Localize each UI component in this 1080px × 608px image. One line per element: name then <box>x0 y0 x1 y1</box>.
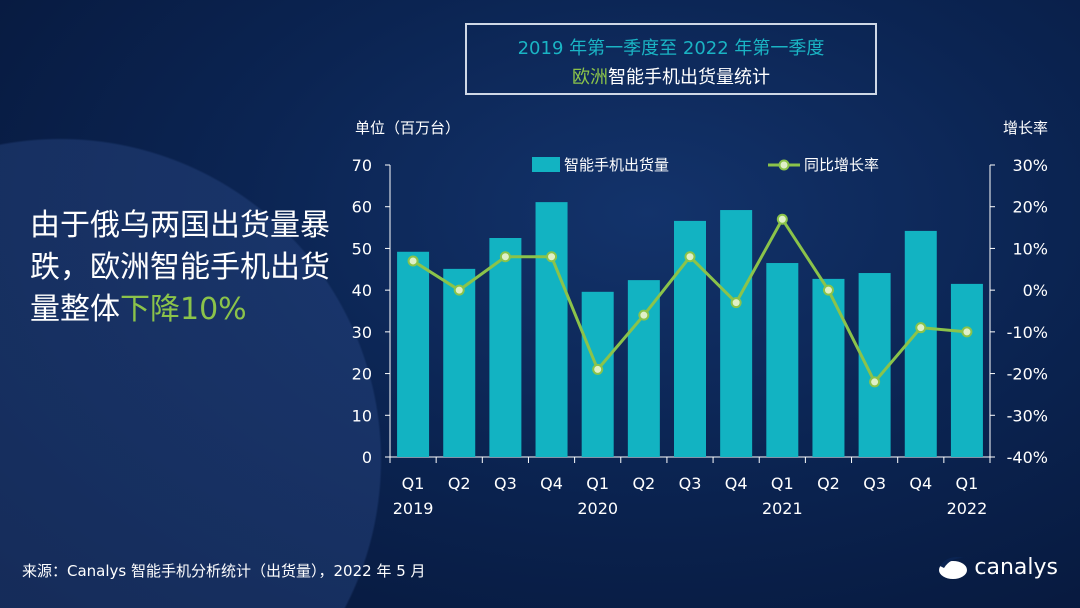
title-line2: 欧洲智能手机出货量统计 <box>467 63 875 89</box>
y2-axis-label: 增长率 <box>1003 119 1048 137</box>
x-tick-label: Q2 <box>817 474 840 493</box>
y-tick-label: 60 <box>352 198 372 217</box>
bar <box>904 230 937 457</box>
x-year-label: 2020 <box>577 499 618 518</box>
bar <box>858 273 891 457</box>
bar <box>812 278 845 457</box>
growth-point <box>776 213 788 225</box>
growth-point <box>592 363 604 375</box>
bar <box>397 251 430 457</box>
x-tick-label: Q4 <box>725 474 748 493</box>
legend-line-marker <box>778 159 790 171</box>
title-rest: 智能手机出货量统计 <box>608 67 770 88</box>
source-note: 来源：Canalys 智能手机分析统计（出货量），2022 年 5 月 <box>22 562 426 580</box>
growth-point <box>730 297 742 309</box>
y-tick-label: 50 <box>352 239 372 258</box>
y2-tick-label: 10% <box>1012 239 1048 258</box>
growth-point <box>869 376 881 388</box>
bar <box>443 268 476 457</box>
growth-point <box>407 255 419 267</box>
y-tick-label: 10 <box>352 406 372 425</box>
y-tick-label: 0 <box>362 448 372 467</box>
y2-tick-label: 20% <box>1012 198 1048 217</box>
y2-tick-label: -40% <box>1007 448 1048 467</box>
x-tick-label: Q1 <box>771 474 794 493</box>
x-year-label: 2019 <box>393 499 434 518</box>
y-axis-label: 单位（百万台） <box>355 119 460 137</box>
canalys-logo: canalys <box>938 554 1058 580</box>
x-tick-label: Q2 <box>448 474 471 493</box>
x-tick-label: Q4 <box>540 474 563 493</box>
logo-text: canalys <box>974 554 1058 580</box>
growth-point <box>915 322 927 334</box>
bar <box>489 238 522 457</box>
growth-point <box>822 284 834 296</box>
bar <box>627 280 660 457</box>
x-tick-label: Q1 <box>956 474 979 493</box>
bar <box>766 263 799 457</box>
title-highlight: 欧洲 <box>572 67 608 88</box>
x-tick-label: Q3 <box>679 474 702 493</box>
x-tick-label: Q2 <box>632 474 655 493</box>
x-tick-label: Q4 <box>909 474 932 493</box>
bar <box>950 283 983 457</box>
title-line1: 2019 年第一季度至 2022 年第一季度 <box>517 38 825 59</box>
y2-tick-label: -30% <box>1007 406 1048 425</box>
x-tick-label: Q1 <box>586 474 609 493</box>
x-year-label: 2021 <box>762 499 803 518</box>
y2-tick-label: 0% <box>1023 281 1048 300</box>
headline: 由于俄乌两国出货量暴跌，欧洲智能手机出货量整体下降10% <box>30 205 330 331</box>
canalys-logo-icon <box>939 557 968 579</box>
growth-point <box>546 251 558 263</box>
growth-point <box>499 251 511 263</box>
x-year-label: 2022 <box>947 499 988 518</box>
x-tick-label: Q1 <box>402 474 425 493</box>
growth-point <box>638 309 650 321</box>
x-tick-label: Q3 <box>494 474 517 493</box>
headline-highlight: 下降10% <box>120 292 247 327</box>
growth-point <box>684 251 696 263</box>
y-tick-label: 20 <box>352 365 372 384</box>
y2-tick-label: -20% <box>1007 365 1048 384</box>
y2-tick-label: -10% <box>1007 323 1048 342</box>
y-tick-label: 40 <box>352 281 372 300</box>
y-tick-label: 30 <box>352 323 372 342</box>
legend-bar-swatch <box>532 157 560 172</box>
headline-text: 由于俄乌两国出货量暴跌，欧洲智能手机出货量整体 <box>30 208 330 327</box>
growth-point <box>453 284 465 296</box>
bar <box>720 210 753 457</box>
legend-bar-label: 智能手机出货量 <box>564 156 669 174</box>
bar <box>535 202 568 457</box>
legend-line-label: 同比增长率 <box>804 156 879 174</box>
y2-tick-label: 30% <box>1012 156 1048 175</box>
growth-point <box>961 326 973 338</box>
chart-title-box: 2019 年第一季度至 2022 年第一季度 欧洲智能手机出货量统计 <box>465 23 877 95</box>
x-tick-label: Q3 <box>863 474 886 493</box>
y-tick-label: 70 <box>352 156 372 175</box>
